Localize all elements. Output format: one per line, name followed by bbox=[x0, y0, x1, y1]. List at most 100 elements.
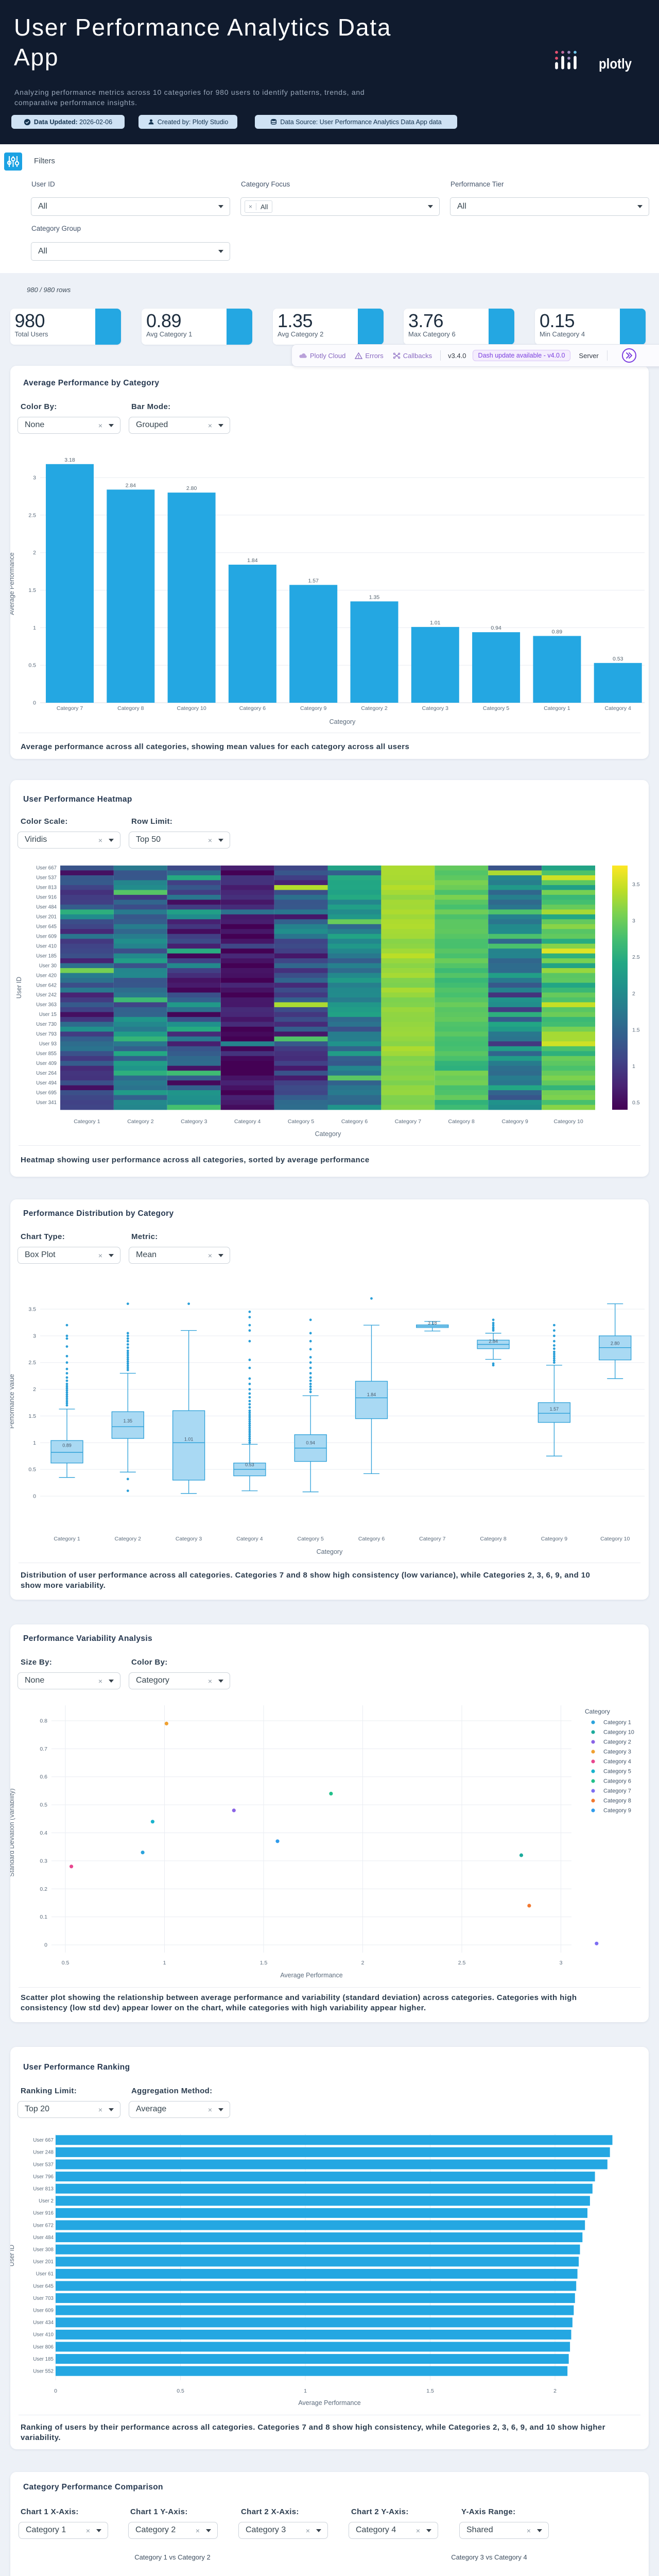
svg-text:User 93: User 93 bbox=[39, 1041, 57, 1047]
svg-text:Category 4: Category 4 bbox=[234, 1118, 261, 1125]
svg-text:User 201: User 201 bbox=[33, 2259, 54, 2265]
svg-text:2.5: 2.5 bbox=[458, 1960, 466, 1966]
svg-text:User 264: User 264 bbox=[36, 1071, 57, 1076]
svg-text:3: 3 bbox=[33, 475, 36, 481]
svg-text:1.84: 1.84 bbox=[367, 1392, 376, 1397]
svg-text:1: 1 bbox=[33, 1440, 36, 1446]
svg-text:0.5: 0.5 bbox=[177, 2388, 184, 2394]
svg-text:User ID: User ID bbox=[10, 2245, 15, 2266]
svg-text:User 703: User 703 bbox=[33, 2296, 54, 2301]
svg-text:0.8: 0.8 bbox=[40, 1718, 47, 1724]
svg-text:Category: Category bbox=[315, 1130, 341, 1138]
svg-text:Category 8: Category 8 bbox=[448, 1118, 475, 1125]
svg-text:2: 2 bbox=[33, 1386, 36, 1393]
svg-text:User 341: User 341 bbox=[36, 1100, 57, 1106]
svg-text:3.5: 3.5 bbox=[632, 882, 640, 888]
svg-text:2.80: 2.80 bbox=[186, 485, 197, 492]
svg-text:2.5: 2.5 bbox=[28, 1360, 36, 1366]
svg-text:Category: Category bbox=[317, 1548, 343, 1555]
svg-text:User 730: User 730 bbox=[36, 1022, 57, 1027]
svg-text:0.3: 0.3 bbox=[40, 1858, 47, 1864]
svg-text:User 185: User 185 bbox=[36, 953, 57, 959]
svg-text:Performance Value: Performance Value bbox=[10, 1374, 15, 1429]
svg-text:User 609: User 609 bbox=[33, 2308, 54, 2314]
svg-text:1: 1 bbox=[163, 1960, 166, 1966]
svg-text:0: 0 bbox=[54, 2388, 57, 2394]
svg-text:User 667: User 667 bbox=[36, 866, 57, 871]
svg-text:User 363: User 363 bbox=[36, 1002, 57, 1008]
svg-text:3: 3 bbox=[632, 918, 635, 924]
svg-text:Category 1: Category 1 bbox=[74, 1118, 100, 1125]
svg-text:User 242: User 242 bbox=[36, 992, 57, 998]
svg-text:0.89: 0.89 bbox=[62, 1443, 72, 1448]
svg-text:Category 3: Category 3 bbox=[176, 1536, 202, 1542]
svg-text:3: 3 bbox=[33, 1333, 36, 1339]
svg-text:0: 0 bbox=[44, 1942, 47, 1948]
svg-text:Category 1: Category 1 bbox=[603, 1720, 631, 1726]
svg-text:Category 6: Category 6 bbox=[603, 1778, 631, 1785]
svg-text:0.53: 0.53 bbox=[613, 656, 623, 662]
svg-text:0.94: 0.94 bbox=[306, 1440, 315, 1446]
svg-text:User 30: User 30 bbox=[39, 963, 57, 969]
svg-text:Category 5: Category 5 bbox=[298, 1536, 324, 1542]
svg-text:Category 8: Category 8 bbox=[480, 1536, 507, 1542]
svg-text:1.35: 1.35 bbox=[369, 594, 380, 600]
svg-text:1.5: 1.5 bbox=[28, 1413, 36, 1419]
svg-text:Category 1: Category 1 bbox=[544, 705, 570, 711]
svg-text:1.5: 1.5 bbox=[632, 1027, 640, 1033]
svg-text:Category 7: Category 7 bbox=[57, 705, 83, 711]
svg-text:3.5: 3.5 bbox=[28, 1307, 36, 1313]
svg-text:User 806: User 806 bbox=[33, 2344, 54, 2350]
svg-text:Category 9: Category 9 bbox=[502, 1118, 529, 1125]
svg-text:0.5: 0.5 bbox=[40, 1802, 47, 1808]
svg-text:Category 8: Category 8 bbox=[117, 705, 144, 711]
svg-text:User 916: User 916 bbox=[36, 895, 57, 901]
svg-text:Category: Category bbox=[330, 718, 356, 725]
svg-text:User 796: User 796 bbox=[33, 2174, 54, 2180]
svg-text:1.01: 1.01 bbox=[430, 620, 441, 626]
svg-text:User 672: User 672 bbox=[33, 2223, 54, 2228]
svg-text:Category 9: Category 9 bbox=[603, 1808, 631, 1814]
svg-text:User 248: User 248 bbox=[33, 2150, 54, 2156]
svg-text:Category 2: Category 2 bbox=[115, 1536, 142, 1542]
svg-text:Category 10: Category 10 bbox=[553, 1118, 583, 1125]
svg-text:Category 7: Category 7 bbox=[395, 1118, 422, 1125]
svg-text:1.5: 1.5 bbox=[28, 587, 36, 594]
svg-text:0.5: 0.5 bbox=[28, 1467, 36, 1473]
svg-text:User 201: User 201 bbox=[36, 914, 57, 920]
svg-text:Category 1: Category 1 bbox=[54, 1536, 80, 1542]
svg-text:User 434: User 434 bbox=[33, 2320, 54, 2326]
svg-text:3: 3 bbox=[560, 1960, 563, 1966]
svg-text:2.84: 2.84 bbox=[489, 1339, 498, 1344]
svg-text:Category 10: Category 10 bbox=[177, 705, 206, 711]
svg-text:User 185: User 185 bbox=[33, 2357, 54, 2362]
svg-text:User 484: User 484 bbox=[36, 905, 57, 910]
svg-text:plotly: plotly bbox=[599, 56, 632, 72]
svg-text:1.57: 1.57 bbox=[308, 578, 319, 584]
svg-text:User 645: User 645 bbox=[33, 2283, 54, 2289]
svg-text:User 813: User 813 bbox=[33, 2187, 54, 2192]
svg-text:1.01: 1.01 bbox=[184, 1436, 194, 1442]
svg-text:1: 1 bbox=[304, 2388, 307, 2394]
svg-text:Category 10: Category 10 bbox=[603, 1730, 634, 1736]
svg-text:0.2: 0.2 bbox=[40, 1886, 47, 1892]
svg-text:Category 9: Category 9 bbox=[300, 705, 327, 711]
svg-text:User ID: User ID bbox=[15, 977, 23, 998]
svg-text:2.5: 2.5 bbox=[632, 954, 640, 960]
svg-text:User 409: User 409 bbox=[36, 1061, 57, 1066]
svg-text:0.89: 0.89 bbox=[552, 629, 563, 635]
svg-text:Category 10: Category 10 bbox=[600, 1536, 630, 1542]
svg-text:0.4: 0.4 bbox=[40, 1830, 47, 1836]
svg-text:Category 7: Category 7 bbox=[419, 1536, 446, 1542]
svg-text:0.6: 0.6 bbox=[40, 1774, 47, 1780]
svg-text:1.84: 1.84 bbox=[247, 557, 258, 564]
svg-text:0: 0 bbox=[33, 700, 36, 706]
svg-text:User 642: User 642 bbox=[36, 982, 57, 988]
svg-text:Category 6: Category 6 bbox=[341, 1118, 368, 1125]
svg-text:3.18: 3.18 bbox=[428, 1320, 437, 1326]
svg-text:User 695: User 695 bbox=[36, 1090, 57, 1096]
svg-text:Category 5: Category 5 bbox=[483, 705, 510, 711]
svg-text:0: 0 bbox=[33, 1494, 36, 1500]
svg-text:User 552: User 552 bbox=[33, 2369, 54, 2375]
svg-text:1: 1 bbox=[632, 1063, 635, 1070]
